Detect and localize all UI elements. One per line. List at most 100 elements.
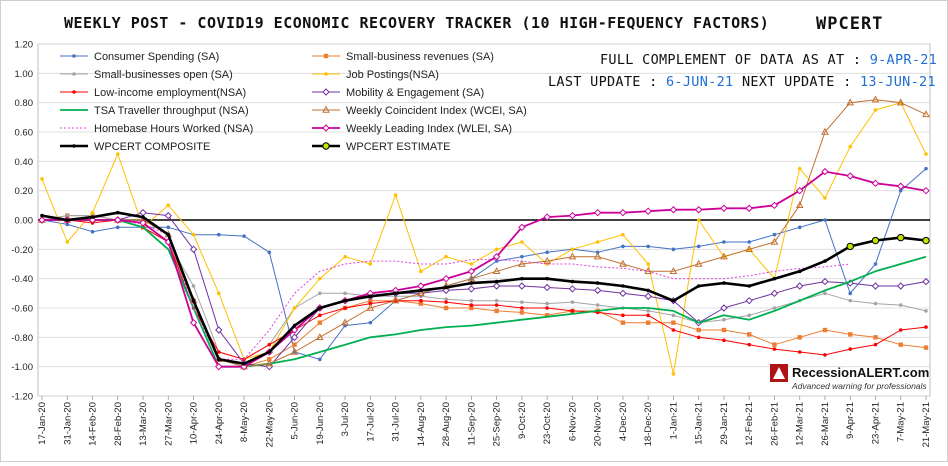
data-point (797, 350, 802, 354)
x-tick-label: 18-Dec-20 (643, 402, 654, 446)
x-axis-ticks: 17-Jan-20 31-Jan-20 14-Feb-20 28-Feb-20 13-M… (37, 396, 932, 447)
y-tick-label: 0.40 (15, 157, 34, 168)
data-point (568, 252, 577, 260)
data-point (873, 262, 878, 266)
data-point (343, 306, 347, 310)
data-point (267, 350, 272, 354)
data-point (570, 300, 575, 304)
x-tick-label: 12-Mar-21 (795, 402, 806, 446)
data-point (543, 256, 551, 264)
data-point (518, 259, 526, 267)
data-point (770, 289, 779, 298)
x-tick-label: 7-May-21 (896, 402, 907, 442)
data-point (873, 301, 878, 306)
data-point (795, 201, 804, 209)
x-tick-label: 19-Jun-20 (315, 402, 326, 445)
data-point (520, 254, 524, 259)
data-point (823, 259, 827, 263)
data-point (796, 186, 804, 195)
data-point (494, 259, 499, 263)
data-point (215, 326, 223, 334)
x-tick-label: 23-Oct-20 (542, 402, 553, 444)
legend-entry: Small-business revenues (SA) (312, 51, 494, 63)
data-point (873, 342, 878, 347)
data-point (897, 182, 905, 190)
data-point (595, 303, 600, 307)
data-point (545, 306, 549, 310)
data-point (922, 186, 930, 195)
legend-label: Small-business revenues (SA) (346, 51, 494, 63)
legend-entry: Weekly Leading Index (WLEI, SA) (312, 123, 512, 135)
data-point (721, 327, 727, 333)
data-point (90, 229, 95, 234)
data-point (492, 282, 501, 290)
x-tick-label: 9-Apr-21 (845, 402, 856, 439)
data-point (40, 213, 44, 218)
data-point (772, 232, 777, 237)
info-full-value: 9-APR-21 (870, 52, 937, 68)
data-point (318, 291, 322, 296)
info-full-complement: FULL COMPLEMENT OF DATA AS AT : 9-APR-21 (600, 52, 937, 68)
data-point (518, 223, 526, 232)
data-point (444, 297, 448, 302)
data-point (669, 206, 678, 214)
x-tick-label: 31-Jul-20 (391, 402, 402, 442)
info-last-value: 6-JUN-21 (666, 74, 733, 90)
data-point (38, 216, 46, 224)
data-point (166, 225, 171, 230)
y-tick-label: 1.00 (15, 69, 34, 80)
data-point (494, 247, 499, 252)
data-point (620, 320, 626, 325)
legend-entry: Weekly Coincident Index (WCEI, SA) (312, 105, 527, 117)
data-point (745, 245, 754, 253)
data-point (671, 328, 676, 332)
data-point (823, 196, 827, 200)
info-block: FULL COMPLEMENT OF DATA AS AT : 9-APR-21… (548, 52, 937, 90)
data-point (419, 269, 423, 274)
info-last-label: LAST UPDATE : (548, 74, 666, 90)
data-point (519, 310, 525, 315)
legend-entry: Mobility & Engagement (SA) (312, 87, 484, 99)
y-tick-label: 1.20 (15, 40, 34, 51)
data-point (290, 347, 299, 355)
data-point (871, 236, 880, 245)
data-point (444, 254, 448, 259)
legend-label: WPCERT ESTIMATE (346, 141, 451, 153)
watermark-name: RecessionALERT.com (792, 365, 929, 380)
x-tick-label: 20-Nov-20 (593, 402, 604, 446)
data-point (240, 362, 248, 371)
x-tick-label: 29-Jan-21 (719, 402, 730, 445)
data-point (846, 98, 855, 106)
data-point (391, 296, 400, 304)
data-point (366, 303, 375, 311)
data-point (469, 262, 474, 266)
data-point (897, 282, 905, 290)
data-point (646, 288, 650, 293)
data-point (417, 289, 425, 297)
data-point (619, 289, 627, 298)
data-point (696, 284, 701, 288)
info-full-label: FULL COMPLEMENT OF DATA AS AT : (600, 52, 870, 68)
data-point (823, 291, 827, 296)
data-point (322, 142, 330, 150)
data-point (72, 144, 76, 148)
legend-label: Weekly Coincident Index (WCEI, SA) (346, 105, 527, 117)
data-point (419, 298, 423, 303)
data-point (846, 242, 854, 251)
data-point (444, 300, 448, 304)
legend: Consumer Spending (SA) Small-business rev… (60, 51, 527, 153)
data-point (619, 259, 627, 267)
legend-entry: Homebase Hours Worked (NSA) (60, 123, 253, 135)
x-tick-label: 1-Jan-21 (668, 402, 679, 440)
data-point (324, 72, 328, 76)
data-point (343, 323, 347, 328)
data-point (469, 298, 474, 303)
x-tick-label: 15-Jan-21 (694, 402, 705, 445)
series-line (42, 212, 927, 368)
data-point (191, 298, 196, 303)
data-point (720, 304, 728, 312)
data-point (924, 152, 928, 156)
series-homebase-hours-worked-nsa (42, 219, 851, 360)
data-point (317, 320, 323, 325)
data-point (115, 152, 120, 156)
